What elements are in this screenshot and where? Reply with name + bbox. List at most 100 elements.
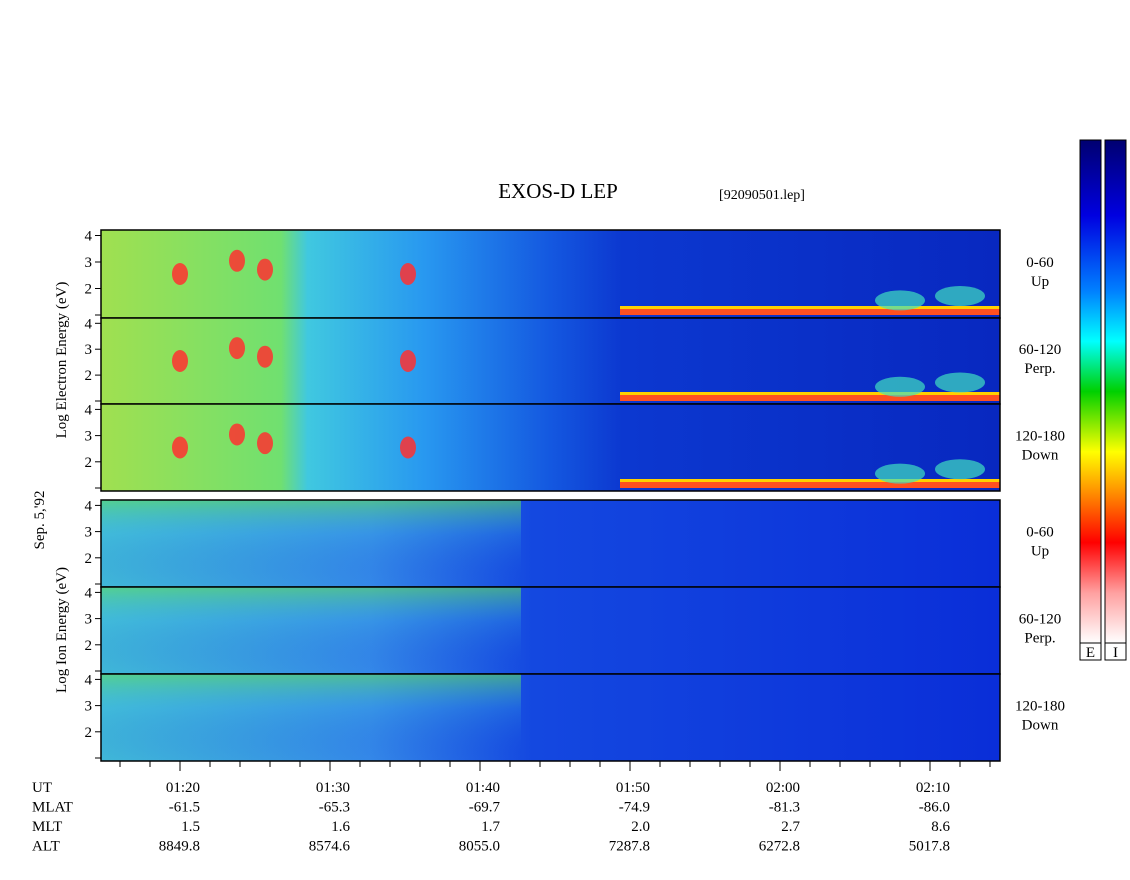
flux-spot <box>257 432 273 455</box>
panel-frame <box>100 673 1001 762</box>
row-label: MLT <box>32 819 62 835</box>
row-value: 6272.8 <box>759 839 800 855</box>
flux-spot <box>935 372 985 393</box>
row-value: 02:00 <box>766 780 800 796</box>
flux-spot <box>172 350 188 372</box>
row-value: -65.3 <box>319 800 350 816</box>
date-label: Sep. 5,'92 <box>32 491 48 550</box>
spectrogram-shade <box>101 674 521 761</box>
flux-spot <box>400 263 416 285</box>
panel-label: 0-60 <box>1026 255 1054 271</box>
spectrogram-panel <box>101 230 1000 318</box>
panel-label: Up <box>1031 274 1049 290</box>
flux-spot <box>257 345 273 368</box>
y-tick-label: 4 <box>85 585 93 601</box>
colorbar <box>1104 139 1127 644</box>
panel-label: Up <box>1031 544 1049 560</box>
row-value: 1.7 <box>481 819 500 835</box>
row-value: 1.5 <box>181 819 200 835</box>
row-value: 02:10 <box>916 780 950 796</box>
row-value: 01:40 <box>466 780 500 796</box>
ion-axis-label: Log Ion Energy (eV) <box>54 567 70 693</box>
y-tick-label: 2 <box>85 455 93 471</box>
row-value: 01:50 <box>616 780 650 796</box>
flux-spot <box>172 436 188 459</box>
panel-label: 0-60 <box>1026 525 1054 541</box>
row-value: 1.6 <box>331 819 350 835</box>
y-tick-label: 3 <box>85 429 93 445</box>
row-label: UT <box>32 780 52 796</box>
row-value: 01:30 <box>316 780 350 796</box>
low-energy-band <box>620 479 1000 482</box>
y-tick-label: 3 <box>85 342 93 358</box>
row-value: 8849.8 <box>159 839 200 855</box>
y-tick-label: 4 <box>85 229 93 245</box>
flux-spot <box>935 459 985 480</box>
y-tick-label: 3 <box>85 255 93 271</box>
row-value: -61.5 <box>169 800 200 816</box>
panel-label: 60-120 <box>1019 342 1062 358</box>
row-label: MLAT <box>32 800 73 816</box>
flux-spot <box>400 350 416 372</box>
low-energy-band <box>620 309 1000 315</box>
flux-spot <box>257 258 273 281</box>
spectrogram-panel <box>101 318 1000 404</box>
row-value: 01:20 <box>166 780 200 796</box>
row-label: ALT <box>32 839 60 855</box>
flux-spot <box>172 263 188 285</box>
panel-label: Down <box>1022 448 1059 464</box>
low-energy-band <box>620 392 1000 395</box>
panel-label: Perp. <box>1024 361 1055 377</box>
row-value: 8.6 <box>931 819 950 835</box>
spectrogram-shade <box>101 587 521 674</box>
y-tick-label: 4 <box>85 316 93 332</box>
low-energy-band <box>620 306 1000 309</box>
row-value: -69.7 <box>469 800 501 816</box>
colorbar-label-box <box>1104 642 1127 661</box>
panel-frame <box>100 403 1001 492</box>
y-tick-label: 2 <box>85 638 93 654</box>
row-value: -86.0 <box>919 800 950 816</box>
panel-label: 120-180 <box>1015 429 1065 445</box>
row-value: -74.9 <box>619 800 650 816</box>
panel-label: Down <box>1022 718 1059 734</box>
panel-label: Perp. <box>1024 631 1055 647</box>
flux-spot <box>229 249 245 272</box>
row-value: -81.3 <box>769 800 800 816</box>
row-value: 2.0 <box>631 819 650 835</box>
colorbar <box>1079 139 1102 644</box>
panel-label: 120-180 <box>1015 699 1065 715</box>
row-value: 8055.0 <box>459 839 500 855</box>
flux-spot <box>875 463 925 484</box>
low-energy-band <box>620 395 1000 401</box>
flux-spot <box>400 436 416 459</box>
electron-axis-label: Log Electron Energy (eV) <box>54 282 70 439</box>
y-tick-label: 3 <box>85 525 93 541</box>
panel-label: 60-120 <box>1019 612 1062 628</box>
low-energy-band <box>620 482 1000 488</box>
row-value: 2.7 <box>781 819 800 835</box>
flux-spot <box>875 290 925 311</box>
y-tick-label: 3 <box>85 699 93 715</box>
y-tick-label: 2 <box>85 282 93 298</box>
y-tick-label: 4 <box>85 402 93 418</box>
y-tick-label: 4 <box>85 672 93 688</box>
y-tick-label: 4 <box>85 498 93 514</box>
title: EXOS-D LEP <box>498 179 618 203</box>
spectrogram-shade <box>101 500 521 587</box>
flux-spot <box>875 376 925 397</box>
colorbar-label-box <box>1079 642 1102 661</box>
row-value: 8574.6 <box>309 839 351 855</box>
row-value: 7287.8 <box>609 839 650 855</box>
file-name: [92090501.lep] <box>719 188 805 203</box>
colorbar-label: I <box>1113 645 1118 661</box>
flux-spot <box>935 286 985 306</box>
colorbar-label: E <box>1086 645 1095 661</box>
spectrogram-panel <box>101 404 1000 491</box>
y-tick-label: 2 <box>85 368 93 384</box>
flux-spot <box>229 337 245 360</box>
y-tick-label: 2 <box>85 551 93 567</box>
y-tick-label: 2 <box>85 725 93 741</box>
y-tick-label: 3 <box>85 612 93 628</box>
